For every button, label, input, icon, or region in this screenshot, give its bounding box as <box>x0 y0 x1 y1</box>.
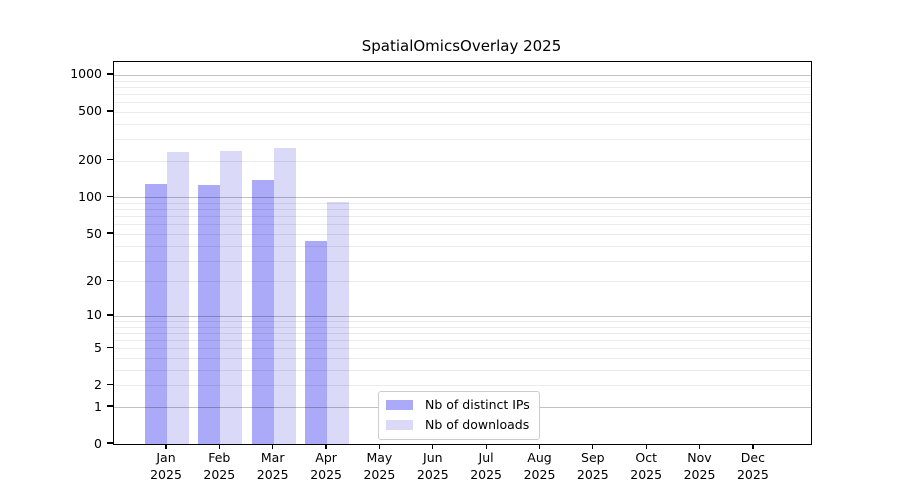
gridline-minor <box>114 94 811 95</box>
x-tick-mark <box>218 444 221 450</box>
gridline-minor <box>114 124 811 125</box>
y-tick-label: 0 <box>94 435 102 451</box>
y-tick-mark <box>107 314 113 316</box>
x-tick-mark <box>592 444 594 450</box>
x-tick-year-label: 2025 <box>416 466 449 482</box>
bar-distinct-ips <box>305 240 328 444</box>
x-tick-year-label: 2025 <box>683 466 716 482</box>
y-tick-label: 500 <box>78 103 102 119</box>
legend-item-distinct-ips: Nb of distinct IPs <box>386 398 530 412</box>
y-tick-label: 2 <box>94 376 102 392</box>
y-tick-label: 1 <box>94 398 102 414</box>
y-tick-mark <box>107 195 113 198</box>
x-tick-year-label: 2025 <box>363 466 396 482</box>
y-tick-label: 50 <box>86 225 102 241</box>
y-tick-mark <box>107 279 113 282</box>
x-tick-label: Apr 2025 <box>294 450 358 483</box>
y-tick-mark <box>107 346 113 348</box>
legend: Nb of distinct IPs Nb of downloads <box>378 391 540 440</box>
x-tick-mark <box>698 444 701 450</box>
chart-title: SpatialOmicsOverlay 2025 <box>361 37 562 55</box>
x-tick-mark <box>538 444 541 450</box>
x-tick-label: May 2025 <box>347 450 411 483</box>
x-tick-year-label: 2025 <box>523 466 556 482</box>
y-tick-mark <box>107 405 113 407</box>
y-tick-mark <box>107 232 113 234</box>
x-tick-label: Sep 2025 <box>561 450 625 483</box>
y-tick-label: 200 <box>78 152 102 168</box>
bar-distinct-ips <box>145 183 167 444</box>
x-tick-label: Mar 2025 <box>241 450 305 483</box>
x-tick-year-label: 2025 <box>576 466 609 482</box>
legend-swatch-distinct-ips-icon <box>386 400 413 410</box>
x-tick-mark <box>378 444 381 450</box>
gridline-minor <box>114 102 811 103</box>
x-tick-mark <box>752 444 754 450</box>
x-tick-mark <box>645 444 647 450</box>
legend-swatch-downloads-icon <box>386 420 413 430</box>
bar-downloads <box>273 147 296 444</box>
legend-label-downloads: Nb of downloads <box>425 417 530 432</box>
x-tick-mark <box>165 444 167 450</box>
y-tick-mark <box>107 73 113 75</box>
x-tick-year-label: 2025 <box>736 466 769 482</box>
x-tick-label: Jul 2025 <box>454 450 518 483</box>
x-tick-label: Jun 2025 <box>401 450 465 483</box>
y-tick-label: 10 <box>86 307 102 323</box>
gridline-minor <box>114 87 811 88</box>
x-tick-mark <box>325 444 327 450</box>
gridline-minor <box>114 81 811 82</box>
x-tick-label: Nov 2025 <box>668 450 732 483</box>
y-tick-mark <box>107 383 113 385</box>
plot-area: Nb of distinct IPs Nb of downloads <box>113 61 812 445</box>
y-tick-label: 20 <box>86 272 102 288</box>
bar-downloads <box>220 151 243 444</box>
x-tick-mark <box>432 444 434 450</box>
x-tick-year-label: 2025 <box>310 466 342 482</box>
bar-distinct-ips <box>198 184 221 444</box>
x-tick-label: Jan 2025 <box>134 450 198 483</box>
gridline-major <box>114 75 811 76</box>
x-tick-label: Feb 2025 <box>187 450 251 483</box>
x-tick-year-label: 2025 <box>150 466 182 482</box>
y-tick-mark <box>107 159 113 161</box>
gridline-minor <box>114 161 811 162</box>
legend-label-distinct-ips: Nb of distinct IPs <box>425 397 530 412</box>
y-tick-mark <box>107 110 113 112</box>
x-tick-label: Aug 2025 <box>508 450 572 483</box>
x-tick-label: Oct 2025 <box>614 450 678 483</box>
legend-item-downloads: Nb of downloads <box>386 418 530 432</box>
x-tick-year-label: 2025 <box>203 466 236 482</box>
x-tick-year-label: 2025 <box>256 466 289 482</box>
gridline-minor <box>114 139 811 140</box>
bar-downloads <box>327 201 350 444</box>
gridline-minor <box>114 112 811 113</box>
bar-downloads <box>167 151 189 444</box>
bar-distinct-ips <box>251 179 274 444</box>
x-tick-label: Dec 2025 <box>721 450 785 483</box>
x-tick-year-label: 2025 <box>630 466 663 482</box>
y-tick-label: 1000 <box>70 66 102 82</box>
y-tick-mark <box>107 442 113 444</box>
x-tick-mark <box>485 444 487 450</box>
y-tick-label: 100 <box>78 189 102 204</box>
y-tick-label: 5 <box>94 339 102 355</box>
x-tick-mark <box>272 444 274 450</box>
x-tick-year-label: 2025 <box>470 466 502 482</box>
